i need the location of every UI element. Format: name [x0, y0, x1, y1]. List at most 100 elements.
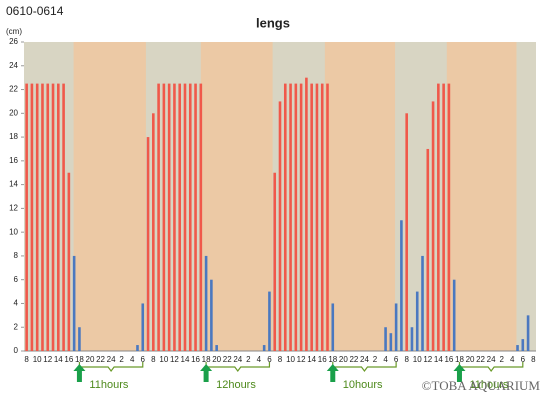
bar: [268, 291, 271, 351]
bar: [25, 83, 28, 351]
x-tick-label: 6: [521, 355, 526, 364]
x-tick-label: 6: [394, 355, 399, 364]
bar: [51, 83, 55, 351]
bar: [526, 315, 530, 351]
x-tick-label: 14: [307, 355, 316, 364]
x-tick-label: 20: [466, 355, 475, 364]
bar: [273, 172, 277, 351]
arrow: [73, 364, 86, 382]
bar: [521, 339, 525, 351]
bar: [30, 83, 34, 351]
x-tick-label: 16: [191, 355, 200, 364]
y-tick-label: 16: [9, 156, 18, 165]
x-tick-label: 4: [383, 355, 388, 364]
x-tick-label: 12: [297, 355, 306, 364]
bar: [394, 303, 398, 351]
x-tick-label: 2: [246, 355, 251, 364]
y-tick-label: 6: [14, 275, 19, 284]
bar: [384, 327, 387, 351]
x-tick-label: 4: [257, 355, 262, 364]
bar: [62, 83, 65, 351]
night-band: [200, 42, 273, 351]
x-tick-label: 18: [328, 355, 337, 364]
x-tick-label: 22: [96, 355, 105, 364]
x-tick-label: 14: [434, 355, 443, 364]
bar: [173, 83, 176, 351]
x-tick-label: 10: [286, 355, 295, 364]
x-tick-label: 6: [267, 355, 272, 364]
x-tick-label: 18: [202, 355, 211, 364]
x-tick-label: 8: [531, 355, 536, 364]
y-tick-label: 18: [9, 132, 18, 141]
y-tick-label: 2: [14, 322, 19, 331]
y-tick-label: 26: [9, 37, 18, 46]
annotation: 11hours: [469, 379, 508, 391]
x-tick-label: 12: [43, 355, 52, 364]
x-tick-label: 4: [510, 355, 515, 364]
bar: [452, 279, 456, 351]
bar: [35, 83, 39, 351]
arrow: [200, 364, 213, 382]
bar: [294, 83, 298, 351]
bar: [389, 333, 393, 351]
annotation: 10hours: [343, 379, 383, 391]
bar: [447, 83, 451, 351]
x-tick-label: 24: [360, 355, 369, 364]
bar: [78, 327, 81, 351]
bar: [442, 83, 445, 351]
x-tick-label: 10: [159, 355, 168, 364]
x-tick-label: 12: [170, 355, 179, 364]
bar: [194, 83, 197, 351]
x-tick-label: 18: [75, 355, 84, 364]
x-tick-label: 2: [119, 355, 124, 364]
x-tick-label: 8: [404, 355, 409, 364]
y-tick-label: 12: [9, 203, 18, 212]
night-band: [73, 42, 146, 351]
arrow: [453, 364, 466, 382]
bar: [320, 83, 324, 351]
x-tick-label: 22: [223, 355, 232, 364]
bar: [199, 83, 203, 351]
night-band: [446, 42, 517, 351]
annotation: 12hours: [216, 379, 256, 391]
bar: [141, 303, 145, 351]
bar: [210, 279, 213, 351]
bar: [178, 83, 182, 351]
bar: [310, 83, 313, 351]
x-tick-label: 8: [278, 355, 283, 364]
y-tick-label: 20: [9, 108, 18, 117]
x-tick-label: 24: [233, 355, 242, 364]
bar: [415, 291, 419, 351]
bar: [183, 83, 187, 351]
bar: [426, 148, 430, 351]
bar: [305, 77, 308, 352]
bar: [157, 83, 160, 351]
x-tick-label: 16: [318, 355, 327, 364]
x-tick-label: 10: [413, 355, 422, 364]
x-tick-label: 8: [151, 355, 156, 364]
x-tick-label: 16: [444, 355, 453, 364]
night-band: [324, 42, 396, 351]
bar: [204, 255, 208, 351]
y-tick-label: 0: [14, 346, 19, 355]
x-tick-label: 20: [86, 355, 95, 364]
bar: [331, 303, 335, 351]
bar: [326, 83, 329, 351]
x-tick-label: 24: [107, 355, 116, 364]
x-tick-label: 4: [130, 355, 135, 364]
bar: [405, 113, 408, 351]
bar: [299, 83, 303, 351]
x-tick-label: 20: [212, 355, 221, 364]
y-tick-label: 22: [9, 85, 18, 94]
bar: [262, 345, 266, 351]
y-tick-label: 14: [9, 180, 18, 189]
y-tick-label: 8: [14, 251, 19, 260]
bar: [46, 83, 50, 351]
bar: [152, 113, 155, 351]
x-tick-label: 6: [141, 355, 146, 364]
chart-title: lengs: [256, 15, 290, 30]
bar: [421, 255, 424, 351]
y-tick-label: 10: [9, 227, 18, 236]
x-tick-label: 16: [64, 355, 73, 364]
